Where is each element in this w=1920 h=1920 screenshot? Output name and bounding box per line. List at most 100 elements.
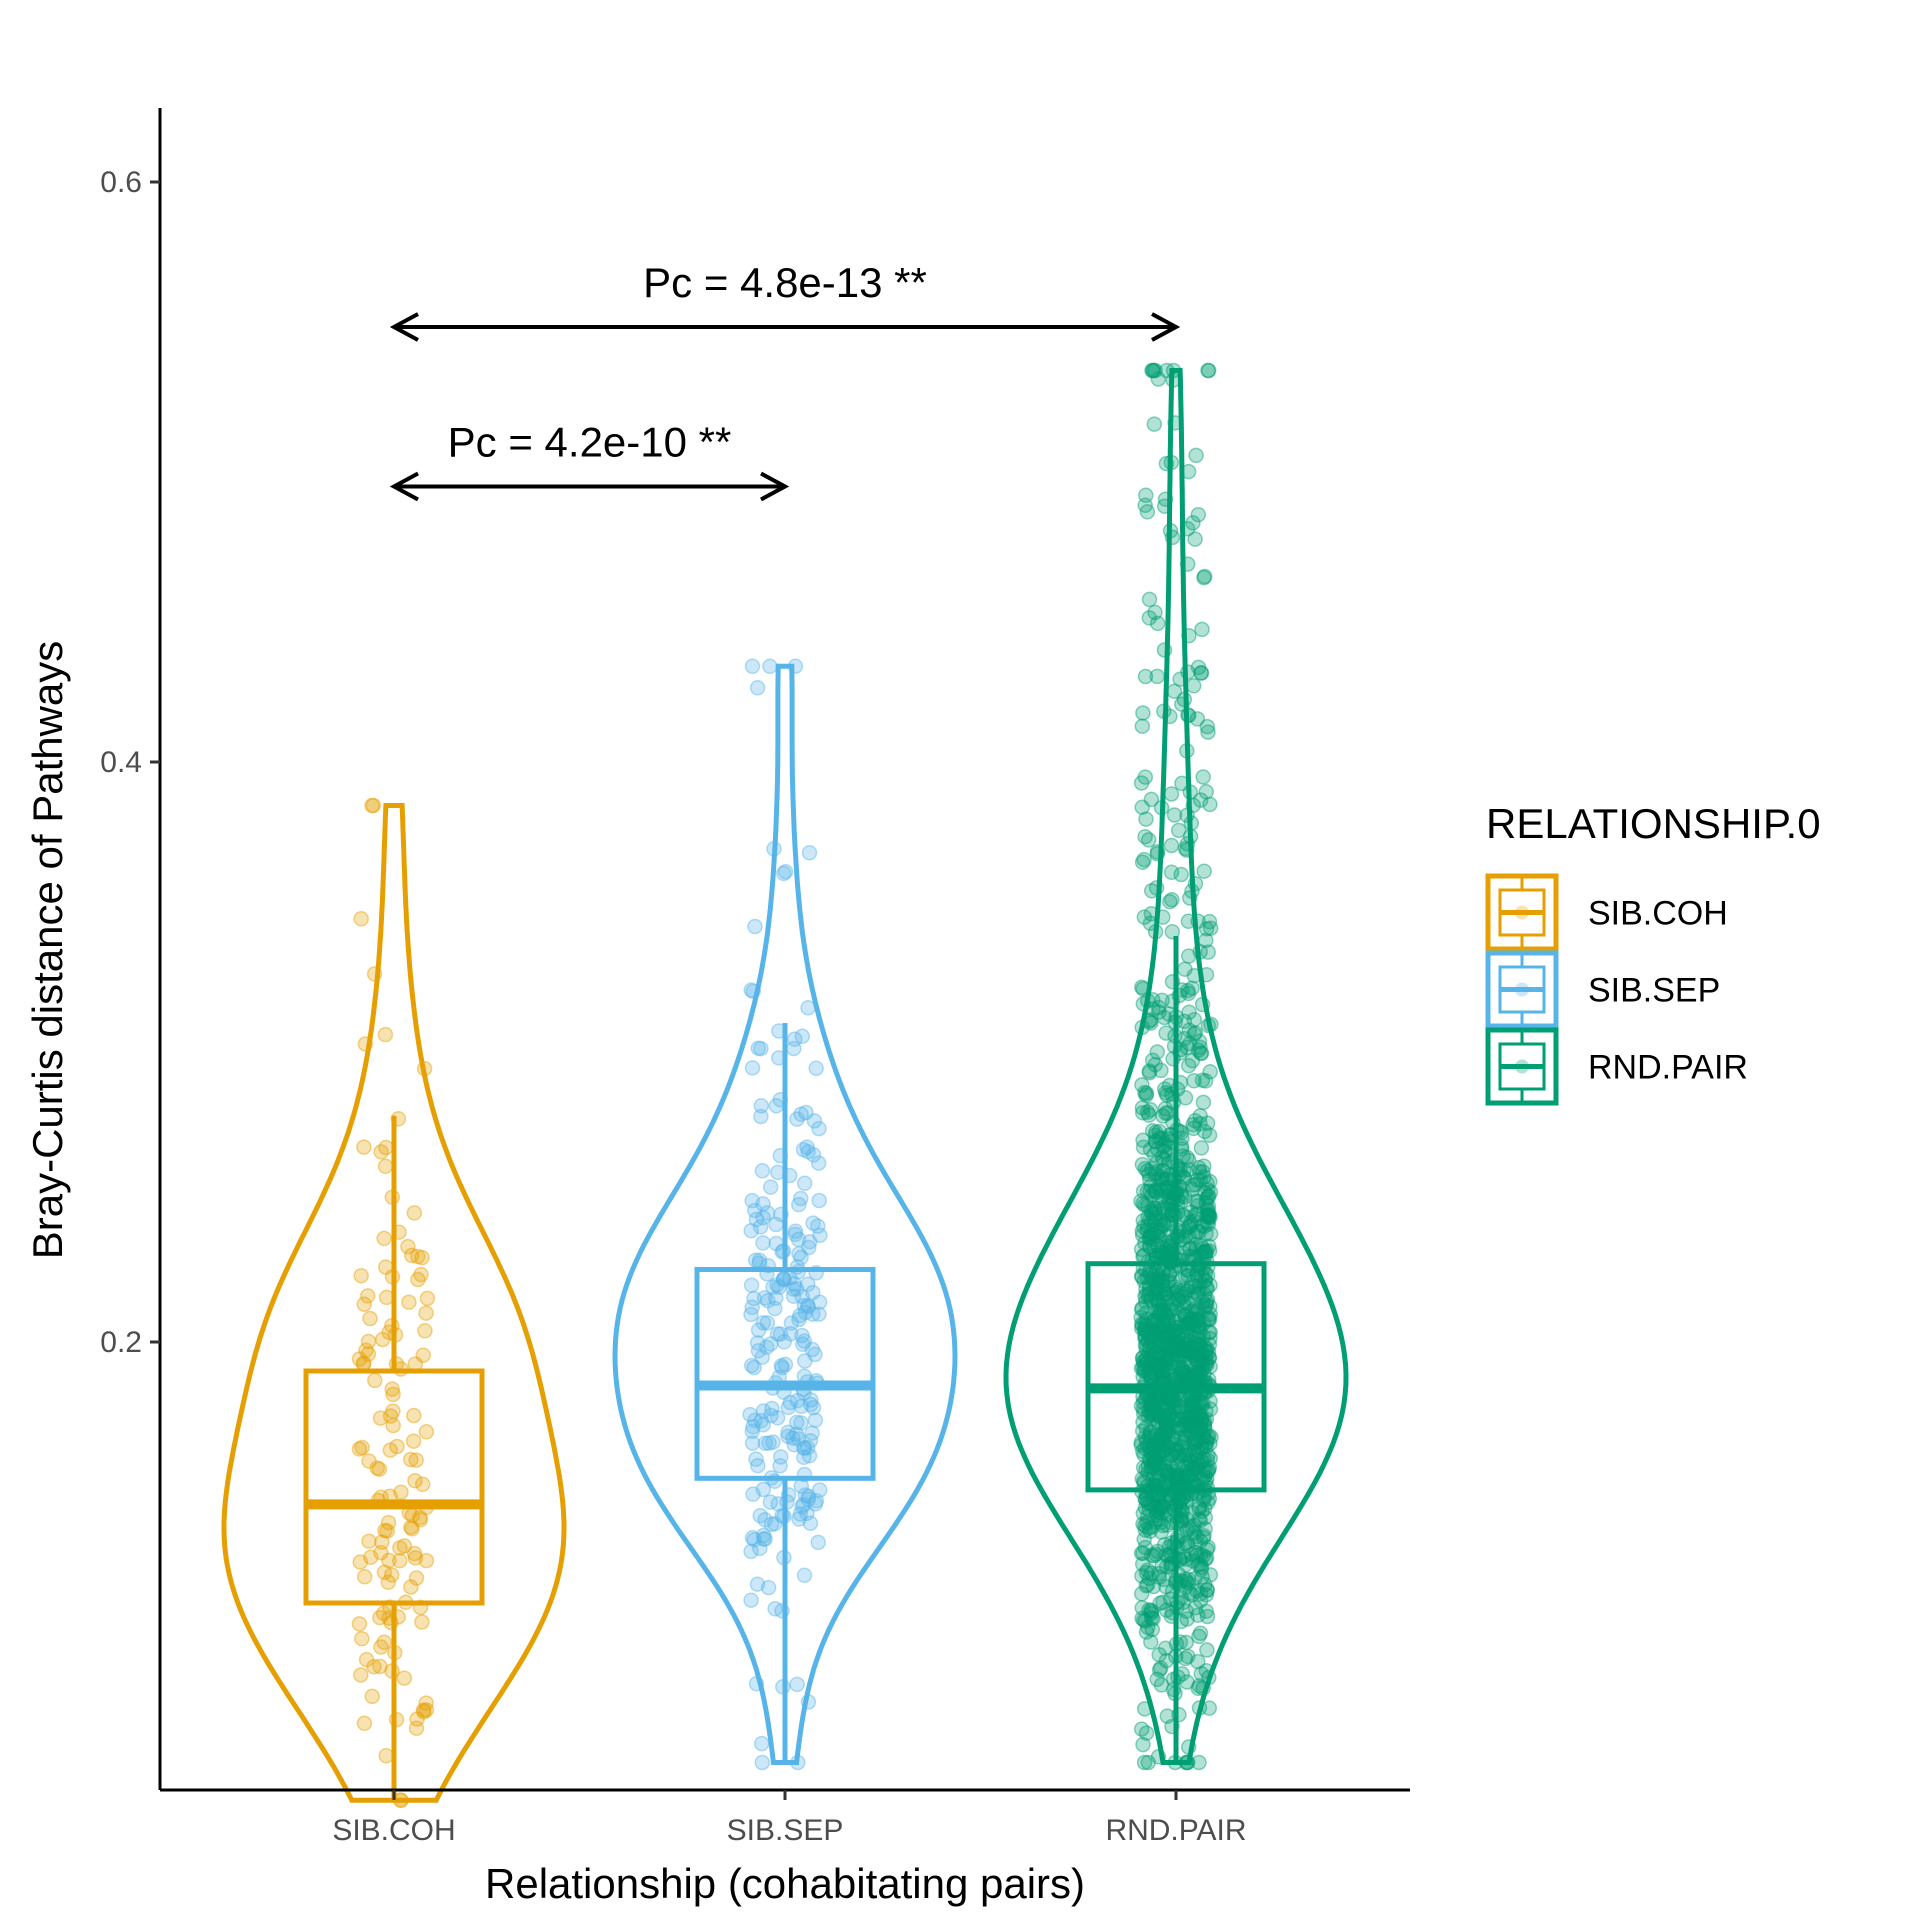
data-point bbox=[1194, 1294, 1211, 1310]
data-point bbox=[1166, 1343, 1183, 1359]
data-point bbox=[1137, 1084, 1153, 1101]
data-point bbox=[757, 1531, 773, 1547]
data-point bbox=[1164, 891, 1180, 908]
data-point bbox=[1140, 1465, 1157, 1481]
data-point bbox=[752, 1219, 769, 1235]
data-point bbox=[776, 1271, 792, 1287]
data-point bbox=[1139, 1311, 1155, 1327]
boxplot-sib-coh bbox=[303, 1115, 485, 1801]
data-point bbox=[1179, 1414, 1196, 1430]
data-point bbox=[1196, 1429, 1212, 1445]
data-point bbox=[378, 1139, 394, 1156]
data-point bbox=[1155, 1273, 1171, 1289]
data-point bbox=[366, 1659, 382, 1675]
data-point bbox=[1194, 1569, 1210, 1585]
data-point bbox=[1196, 1468, 1213, 1484]
data-point bbox=[748, 1451, 764, 1467]
data-point bbox=[1156, 1442, 1173, 1458]
data-point bbox=[1178, 1603, 1195, 1619]
legend-title: RELATIONSHIP.0 bbox=[1486, 800, 1821, 847]
data-point bbox=[1200, 1216, 1217, 1233]
data-point bbox=[811, 1482, 828, 1498]
data-point bbox=[1182, 1422, 1198, 1438]
data-point bbox=[1135, 981, 1151, 997]
data-point bbox=[1194, 1345, 1210, 1361]
data-point bbox=[1144, 1518, 1161, 1535]
data-point bbox=[1161, 1417, 1178, 1433]
data-point bbox=[1176, 1405, 1193, 1421]
data-point bbox=[1168, 1319, 1184, 1336]
data-point bbox=[1134, 718, 1151, 734]
data-point bbox=[1198, 1603, 1214, 1619]
data-point bbox=[743, 1357, 760, 1374]
data-point bbox=[1184, 1181, 1201, 1198]
data-point bbox=[1141, 1013, 1157, 1030]
data-point bbox=[1195, 1164, 1211, 1180]
data-point bbox=[356, 1715, 373, 1732]
data-point bbox=[1183, 1408, 1200, 1425]
data-point bbox=[1190, 506, 1207, 523]
data-point bbox=[1142, 1211, 1158, 1228]
data-point bbox=[1193, 1045, 1209, 1061]
data-point bbox=[1139, 993, 1156, 1009]
data-point bbox=[1177, 1336, 1193, 1352]
data-point bbox=[1183, 1217, 1199, 1233]
data-point bbox=[1135, 1359, 1151, 1376]
data-point bbox=[1177, 1359, 1193, 1375]
data-point bbox=[1202, 1277, 1218, 1293]
significance-annotations: Pc = 4.8e-13 ** Pc = 4.2e-10 ** bbox=[389, 259, 1181, 502]
data-point bbox=[1194, 1503, 1210, 1520]
data-point bbox=[1158, 1394, 1175, 1411]
data-point bbox=[1180, 707, 1196, 723]
data-point bbox=[753, 1040, 769, 1057]
data-point bbox=[1141, 1451, 1158, 1467]
data-point bbox=[1161, 1407, 1177, 1424]
data-point bbox=[1147, 1498, 1163, 1515]
data-point bbox=[1139, 1438, 1156, 1454]
data-point bbox=[1178, 1426, 1194, 1443]
data-point bbox=[1197, 1551, 1214, 1568]
data-point bbox=[1200, 944, 1216, 960]
data-point bbox=[1145, 1448, 1161, 1465]
data-point bbox=[1158, 1578, 1174, 1595]
data-point bbox=[786, 1436, 802, 1453]
data-point bbox=[1158, 1025, 1174, 1041]
data-point bbox=[743, 1306, 759, 1323]
data-point bbox=[1185, 1459, 1202, 1476]
data-point bbox=[1138, 1578, 1154, 1594]
data-point bbox=[1147, 1203, 1163, 1219]
data-point bbox=[1148, 1322, 1164, 1339]
data-point bbox=[1142, 1495, 1158, 1512]
data-point bbox=[1139, 1218, 1156, 1234]
data-point bbox=[1157, 1136, 1174, 1153]
data-point bbox=[1163, 1320, 1180, 1337]
data-point bbox=[1144, 1406, 1160, 1423]
data-point bbox=[1174, 1362, 1190, 1378]
data-point bbox=[1146, 1312, 1163, 1329]
data-point bbox=[376, 1634, 392, 1650]
legend-key bbox=[1485, 1027, 1559, 1106]
data-point bbox=[1196, 1339, 1212, 1355]
data-point bbox=[1151, 1123, 1168, 1140]
data-point bbox=[760, 1579, 777, 1596]
data-point bbox=[1160, 1439, 1177, 1456]
data-point bbox=[1173, 1359, 1189, 1376]
significance-bracket: Pc = 4.8e-13 ** bbox=[389, 259, 1181, 342]
data-point bbox=[1193, 1454, 1210, 1470]
data-point bbox=[1192, 1625, 1209, 1641]
data-point bbox=[755, 1209, 771, 1226]
data-point bbox=[1199, 1354, 1215, 1370]
data-point bbox=[379, 1523, 396, 1539]
data-point bbox=[744, 1060, 761, 1076]
data-point bbox=[1193, 1045, 1210, 1062]
data-point bbox=[1202, 1298, 1218, 1315]
data-point bbox=[1188, 1446, 1205, 1463]
data-point bbox=[1133, 1434, 1150, 1451]
data-point bbox=[1177, 840, 1194, 857]
data-point bbox=[1138, 1624, 1155, 1640]
data-point bbox=[768, 1098, 785, 1114]
data-point bbox=[1179, 1674, 1195, 1690]
data-point bbox=[812, 1227, 828, 1244]
data-point bbox=[1199, 1429, 1216, 1446]
data-point bbox=[1136, 1321, 1153, 1338]
